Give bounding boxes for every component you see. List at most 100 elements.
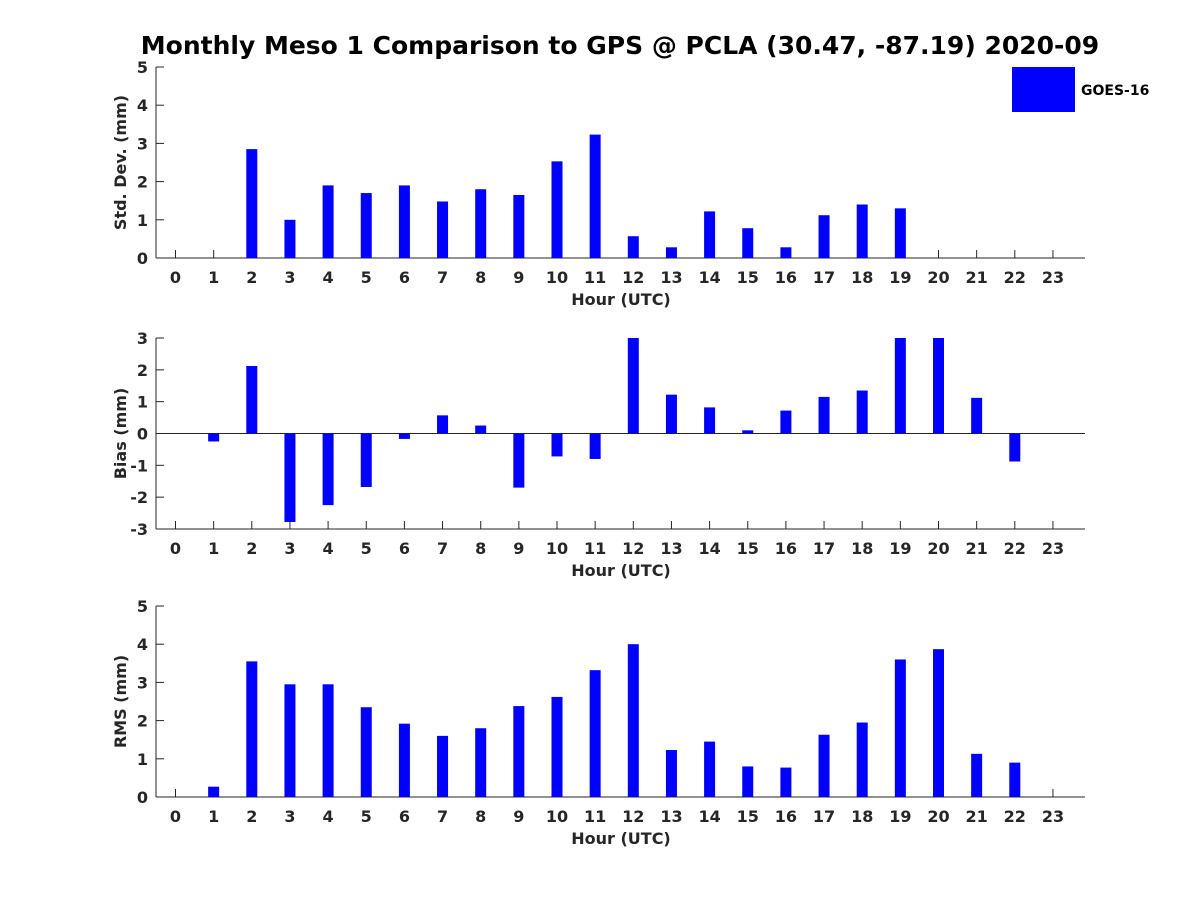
rms-mm-bar-hour-6 bbox=[398, 723, 410, 797]
rms-mm-y-label: RMS (mm) bbox=[111, 655, 130, 748]
bias-mm-bar-hour-5 bbox=[360, 433, 372, 487]
rms-mm-x-tick-label: 18 bbox=[851, 807, 873, 826]
std-dev-mm-x-tick-label: 20 bbox=[927, 268, 949, 287]
bias-mm-x-tick-label: 12 bbox=[622, 539, 644, 558]
bias-mm-y-tick-label: -3 bbox=[130, 520, 148, 539]
std-dev-mm-y-tick-label: 0 bbox=[137, 249, 148, 268]
std-dev-mm-bar-hour-9 bbox=[513, 194, 525, 258]
std-dev-mm-bar-hour-17 bbox=[818, 215, 830, 258]
rms-mm-bar-hour-17 bbox=[818, 734, 830, 797]
bias-mm-x-tick-label: 23 bbox=[1042, 539, 1064, 558]
rms-mm-x-tick-label: 3 bbox=[284, 807, 295, 826]
rms-mm-x-tick-label: 21 bbox=[966, 807, 988, 826]
bias-mm-bar-hour-15 bbox=[742, 430, 754, 434]
std-dev-mm-y-tick-label: 1 bbox=[137, 211, 148, 230]
rms-mm-x-tick-label: 23 bbox=[1042, 807, 1064, 826]
rms-mm-x-tick-label: 1 bbox=[208, 807, 219, 826]
rms-mm-x-tick-label: 14 bbox=[698, 807, 720, 826]
legend: GOES-16 bbox=[1012, 67, 1149, 112]
std-dev-mm-y-tick-label: 5 bbox=[137, 58, 148, 77]
chart-title: Monthly Meso 1 Comparison to GPS @ PCLA … bbox=[141, 31, 1099, 60]
rms-mm-x-tick-label: 5 bbox=[361, 807, 372, 826]
rms-mm-bar-hour-4 bbox=[322, 684, 334, 797]
std-dev-mm-x-tick-label: 22 bbox=[1004, 268, 1026, 287]
bias-mm-bar-hour-20 bbox=[933, 338, 944, 434]
bias-mm-x-tick-label: 2 bbox=[246, 539, 257, 558]
std-dev-mm-x-tick-label: 10 bbox=[546, 268, 568, 287]
rms-mm-y-tick-label: 0 bbox=[137, 788, 148, 807]
bias-mm-bar-hour-11 bbox=[589, 433, 601, 459]
std-dev-mm-x-tick-label: 19 bbox=[889, 268, 911, 287]
legend-label: GOES-16 bbox=[1081, 83, 1149, 99]
rms-mm-bar-hour-1 bbox=[208, 786, 220, 797]
rms-mm-bar-hour-18 bbox=[856, 722, 868, 797]
rms-mm-x-tick-label: 4 bbox=[323, 807, 334, 826]
rms-mm-x-tick-label: 9 bbox=[513, 807, 524, 826]
bias-mm-y-tick-label: -1 bbox=[130, 456, 148, 475]
bias-mm-bar-hour-12 bbox=[627, 338, 639, 434]
std-dev-mm-x-tick-label: 8 bbox=[475, 268, 486, 287]
bias-mm-x-tick-label: 9 bbox=[513, 539, 524, 558]
rms-mm-x-tick-label: 6 bbox=[399, 807, 410, 826]
rms-mm-bar-hour-15 bbox=[742, 766, 754, 797]
legend-swatch bbox=[1012, 67, 1075, 112]
bias-mm-x-tick-label: 0 bbox=[170, 539, 181, 558]
rms-mm-x-tick-label: 0 bbox=[170, 807, 181, 826]
rms-mm-bar-hour-12 bbox=[627, 644, 639, 797]
std-dev-mm-y-label: Std. Dev. (mm) bbox=[111, 95, 130, 230]
bias-mm-x-tick-label: 17 bbox=[813, 539, 835, 558]
std-dev-mm-x-tick-label: 9 bbox=[513, 268, 524, 287]
std-dev-mm-x-tick-label: 0 bbox=[170, 268, 181, 287]
rms-mm-bar-hour-14 bbox=[704, 741, 716, 797]
rms-mm-bar-hour-5 bbox=[360, 707, 372, 797]
bias-mm-y-tick-label: -2 bbox=[130, 488, 148, 507]
rms-mm-x-tick-label: 12 bbox=[622, 807, 644, 826]
rms-mm-bar-hour-8 bbox=[475, 728, 487, 797]
bias-mm-bar-hour-17 bbox=[818, 396, 830, 434]
rms-mm-x-tick-label: 8 bbox=[475, 807, 486, 826]
bias-mm-y-tick-label: 3 bbox=[137, 329, 148, 348]
bias-mm-x-tick-label: 16 bbox=[775, 539, 797, 558]
std-dev-mm-bar-hour-10 bbox=[551, 161, 563, 258]
bias-mm-x-tick-label: 18 bbox=[851, 539, 873, 558]
bias-mm-y-label: Bias (mm) bbox=[111, 388, 130, 480]
rms-mm-y-tick-label: 4 bbox=[137, 635, 148, 654]
std-dev-mm-bar-hour-7 bbox=[437, 201, 449, 258]
bias-mm-bar-hour-22 bbox=[1009, 433, 1021, 462]
bias-mm-x-tick-label: 5 bbox=[361, 539, 372, 558]
bias-mm-bar-hour-13 bbox=[665, 394, 677, 434]
rms-mm-y-tick-label: 2 bbox=[137, 712, 148, 731]
bias-mm-x-tick-label: 1 bbox=[208, 539, 219, 558]
std-dev-mm-y-tick-label: 3 bbox=[137, 134, 148, 153]
bias-mm-bar-hour-14 bbox=[704, 407, 716, 434]
std-dev-mm-y-tick-label: 4 bbox=[137, 96, 148, 115]
std-dev-mm-bar-hour-13 bbox=[665, 247, 677, 258]
std-dev-mm-x-tick-label: 12 bbox=[622, 268, 644, 287]
bias-mm-bar-hour-4 bbox=[322, 433, 334, 506]
bias-mm-x-tick-label: 15 bbox=[737, 539, 759, 558]
bias-mm-x-tick-label: 7 bbox=[437, 539, 448, 558]
std-dev-mm-x-tick-label: 5 bbox=[361, 268, 372, 287]
std-dev-mm-x-tick-label: 21 bbox=[966, 268, 988, 287]
bias-mm-y-tick-label: 2 bbox=[137, 361, 148, 380]
std-dev-mm-bar-hour-14 bbox=[704, 211, 716, 258]
std-dev-mm-x-tick-label: 15 bbox=[737, 268, 759, 287]
bias-mm-bar-hour-1 bbox=[208, 433, 220, 442]
rms-mm-x-tick-label: 17 bbox=[813, 807, 835, 826]
bias-mm-y-tick-label: 1 bbox=[137, 393, 148, 412]
rms-mm-x-tick-label: 11 bbox=[584, 807, 606, 826]
rms-mm-bar-hour-3 bbox=[284, 684, 296, 797]
std-dev-mm-bar-hour-16 bbox=[780, 247, 792, 258]
std-dev-mm-bar-hour-15 bbox=[742, 228, 754, 258]
std-dev-mm-bar-hour-6 bbox=[398, 185, 410, 258]
rms-mm-y-tick-label: 5 bbox=[137, 597, 148, 616]
bias-mm-bar-hour-21 bbox=[971, 397, 983, 434]
bias-mm-y-tick-label: 0 bbox=[137, 425, 148, 444]
rms-mm-x-tick-label: 16 bbox=[775, 807, 797, 826]
std-dev-mm-bar-hour-18 bbox=[856, 204, 868, 258]
bias-mm-x-tick-label: 10 bbox=[546, 539, 568, 558]
std-dev-mm-x-tick-label: 2 bbox=[246, 268, 257, 287]
